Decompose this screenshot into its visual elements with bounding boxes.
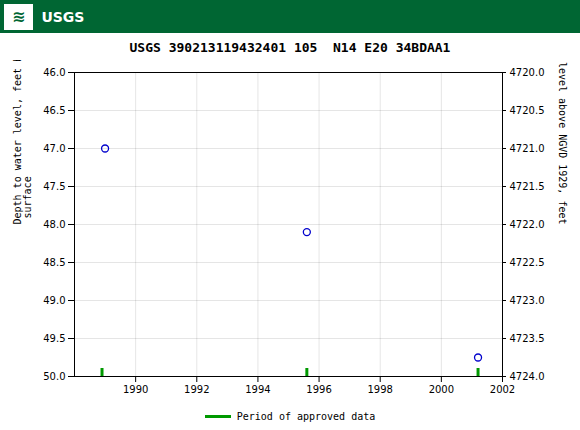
svg-text:49.0: 49.0 [43,295,65,306]
html-text:Period of approved data: Period of approved data [236,410,376,422]
svg-text:1998: 1998 [367,384,392,395]
svg-text:46.5: 46.5 [43,105,65,116]
svg-text:Depth to water level, feet bel: Depth to water level, feet below land su… [12,60,33,225]
svg-text:47.5: 47.5 [43,181,65,192]
svg-text:48.5: 48.5 [43,257,65,268]
svg-text:46.0: 46.0 [43,67,65,78]
svg-text:4724.0: 4724.0 [510,371,545,382]
svg-text:2000: 2000 [429,384,454,395]
svg-text:2002: 2002 [490,384,515,395]
svg-text:48.0: 48.0 [43,219,65,230]
svg-text:47.0: 47.0 [43,143,65,154]
svg-text:1992: 1992 [184,384,209,395]
svg-text:1990: 1990 [123,384,148,395]
svg-text:4722.5: 4722.5 [510,257,545,268]
svg-text:49.5: 49.5 [43,333,65,344]
html-text:USGS 390213119432401 105 N14 E: USGS 390213119432401 105 N14 E20 34BDAA1 [129,40,451,55]
svg-text:1994: 1994 [245,384,270,395]
svg-text:4723.0: 4723.0 [510,295,545,306]
svg-text:4720.0: 4720.0 [510,67,545,78]
svg-text:4723.5: 4723.5 [510,333,545,344]
svg-text:50.0: 50.0 [43,371,65,382]
svg-text:4720.5: 4720.5 [510,105,545,116]
svg-text:4721.0: 4721.0 [510,143,545,154]
svg-text:Groundwater level above NGVD 1: Groundwater level above NGVD 1929, feet [557,60,568,225]
svg-text:4722.0: 4722.0 [510,219,545,230]
svg-text:1996: 1996 [306,384,331,395]
html-text:USGS: USGS [41,8,85,25]
svg-text:4721.5: 4721.5 [510,181,545,192]
